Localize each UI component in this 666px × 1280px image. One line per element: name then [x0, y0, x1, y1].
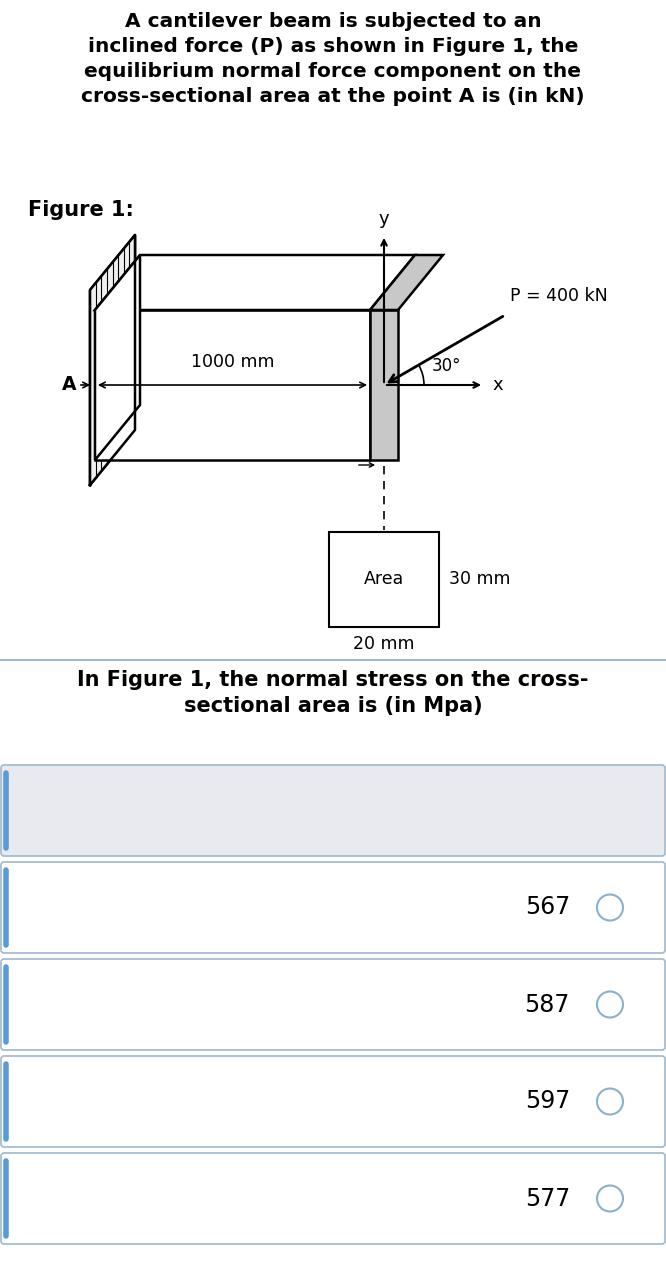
Text: A: A: [61, 375, 76, 394]
Text: Area: Area: [364, 571, 404, 589]
Text: 30°: 30°: [432, 357, 462, 375]
Polygon shape: [370, 255, 443, 310]
Text: x: x: [492, 376, 503, 394]
FancyBboxPatch shape: [1, 861, 665, 954]
Text: 1000 mm: 1000 mm: [190, 353, 274, 371]
FancyBboxPatch shape: [1, 1153, 665, 1244]
Text: 577: 577: [525, 1187, 570, 1211]
Polygon shape: [95, 255, 415, 310]
Text: 20 mm: 20 mm: [353, 635, 415, 653]
Text: P = 400 kN: P = 400 kN: [510, 287, 608, 305]
Circle shape: [597, 1088, 623, 1115]
Text: 587: 587: [525, 992, 570, 1016]
Bar: [95, 310, 370, 460]
Text: A cantilever beam is subjected to an
inclined force (P) as shown in Figure 1, th: A cantilever beam is subjected to an inc…: [81, 12, 585, 106]
Circle shape: [597, 1185, 623, 1211]
Text: Figure 1:: Figure 1:: [28, 200, 134, 220]
Text: 30 mm: 30 mm: [449, 571, 511, 589]
Text: 597: 597: [525, 1089, 570, 1114]
Text: y: y: [379, 210, 390, 228]
FancyBboxPatch shape: [1, 959, 665, 1050]
Polygon shape: [90, 236, 135, 485]
Text: 567: 567: [525, 896, 570, 919]
Polygon shape: [95, 255, 140, 460]
Bar: [370, 310, 398, 460]
Text: In Figure 1, the normal stress on the cross-
sectional area is (in Mpa): In Figure 1, the normal stress on the cr…: [77, 669, 589, 717]
Circle shape: [597, 992, 623, 1018]
Bar: [329, 532, 439, 627]
FancyBboxPatch shape: [1, 765, 665, 856]
Circle shape: [597, 895, 623, 920]
FancyBboxPatch shape: [1, 1056, 665, 1147]
